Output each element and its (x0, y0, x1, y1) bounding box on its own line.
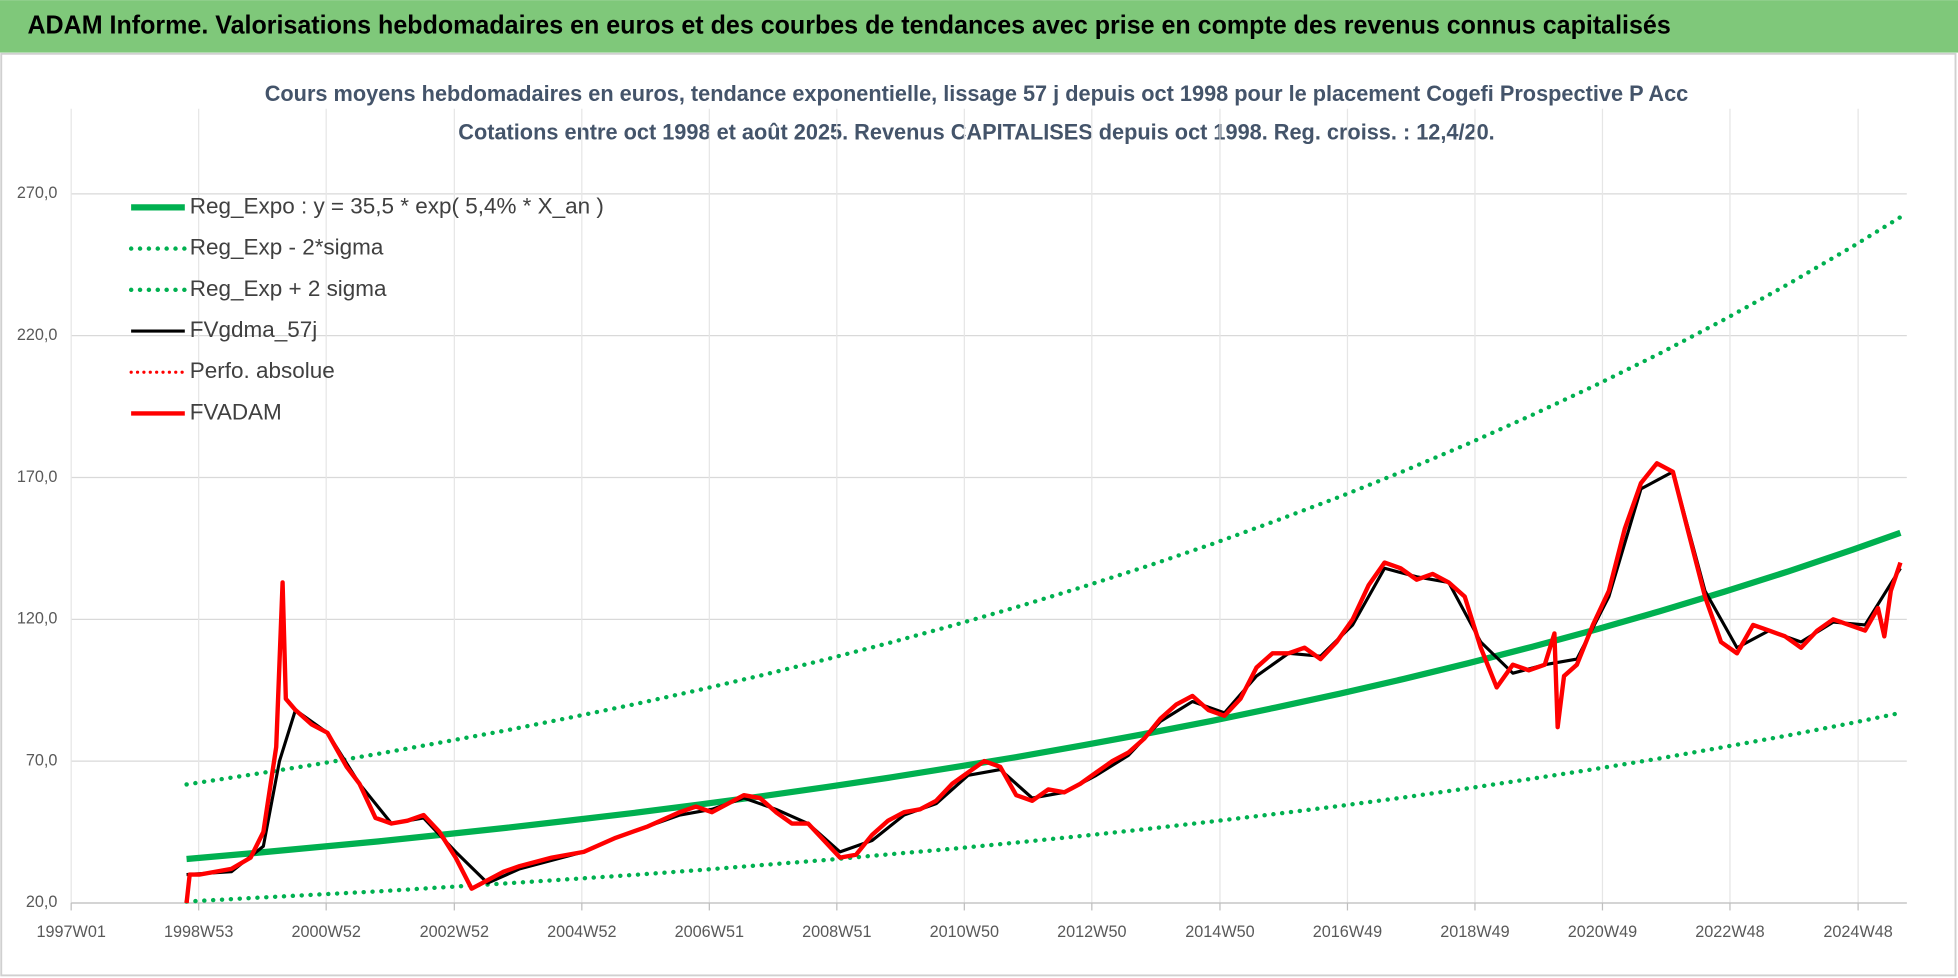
legend-label: Reg_Exp - 2*sigma (190, 235, 384, 260)
x-tick-label: 2020W49 (1568, 923, 1637, 941)
legend: Reg_Expo : y = 35,5 * exp( 5,4% * X_an )… (128, 193, 604, 424)
x-tick-label: 2014W50 (1185, 923, 1254, 941)
x-tick-label: 2024W48 (1823, 923, 1892, 941)
x-tick-label: 2006W51 (675, 923, 744, 941)
grid: 20,0 70,0 120,0 170,0 220,0 270,0 1997W01 1998W… (17, 108, 1907, 941)
legend-label: FVADAM (190, 399, 282, 424)
x-tick-label: 2004W52 (547, 923, 616, 941)
x-tick-label: 2008W51 (802, 923, 871, 941)
x-tick-label: 2000W52 (291, 923, 360, 941)
x-tick-label: 1997W01 (36, 923, 105, 941)
x-tick-label: 2002W52 (420, 923, 489, 941)
series-line (184, 461, 1903, 904)
legend-label: Perfo. absolue (190, 358, 335, 383)
x-tick-label: 1998W53 (164, 923, 233, 941)
chart-title: Cours moyens hebdomadaires en euros, ten… (265, 81, 1689, 106)
y-tick-label: 20,0 (26, 893, 58, 911)
y-tick-label: 220,0 (17, 326, 58, 344)
series-line (184, 214, 1903, 787)
series-line (186, 470, 1902, 885)
x-tick-label: 2012W50 (1057, 923, 1126, 941)
series-line (186, 529, 1902, 863)
chart-subtitle: Cotations entre oct 1998 et août 2025. R… (458, 120, 1494, 145)
x-tick-label: 2010W50 (930, 923, 999, 941)
chart-frame (0, 52, 1957, 977)
y-tick-label: 70,0 (26, 751, 58, 769)
y-tick-label: 170,0 (17, 468, 58, 486)
x-tick-label: 2022W48 (1695, 923, 1764, 941)
plot (184, 214, 1903, 904)
y-tick-label: 120,0 (17, 610, 58, 628)
header-title: ADAM Informe. Valorisations hebdomadaire… (27, 9, 1670, 39)
header-bar (0, 0, 1958, 53)
series-line (184, 710, 1903, 904)
legend-label: Reg_Exp + 2 sigma (190, 276, 387, 301)
legend-label: Reg_Expo : y = 35,5 * exp( 5,4% * X_an ) (190, 193, 604, 218)
x-tick-label: 2016W49 (1313, 923, 1382, 941)
y-tick-label: 270,0 (17, 184, 58, 202)
legend-label: FVgdma_57j (190, 317, 317, 342)
x-tick-label: 2018W49 (1440, 923, 1509, 941)
